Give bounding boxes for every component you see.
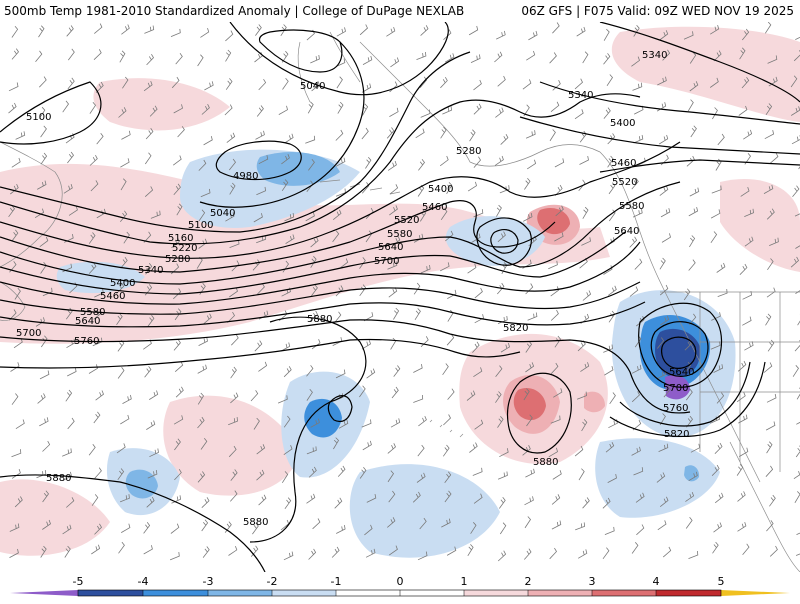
contour-label: 5340: [138, 265, 163, 276]
contour-label: 5880: [307, 314, 332, 325]
contour-label: 5580: [387, 229, 412, 240]
colorbar-tick: -3: [203, 575, 214, 588]
contour-label: 5280: [165, 254, 190, 265]
contour-label: 5820: [503, 323, 528, 334]
weather-map: 5100 5040 4980 5040 5100 5160 5220 5280 …: [0, 22, 800, 572]
contour-label: 5820: [664, 429, 689, 440]
contour-label: 5640: [75, 316, 100, 327]
contour-label: 5220: [172, 243, 197, 254]
contour-label: 5580: [619, 201, 644, 212]
colorbar-tick: 1: [461, 575, 468, 588]
contour-label: 5340: [642, 50, 667, 61]
contour-label: 5640: [614, 226, 639, 237]
colorbar-segment: [400, 590, 464, 596]
colorbar-ticks: -5 -4 -3 -2 -1 0 1 2 3 4 5: [73, 575, 725, 588]
contour-label: 5460: [611, 158, 636, 169]
contour-label: 5880: [533, 457, 558, 468]
contour-label: 5460: [422, 202, 447, 213]
contour-label: 4980: [233, 171, 258, 182]
colorbar-tick: 2: [525, 575, 532, 588]
map-title: 500mb Temp 1981-2010 Standardized Anomal…: [4, 4, 464, 18]
title-bar: 500mb Temp 1981-2010 Standardized Anomal…: [0, 0, 800, 22]
colorbar-tick: -1: [331, 575, 342, 588]
contour-label: 5400: [428, 184, 453, 195]
colorbar-segment: [592, 590, 656, 596]
contour-label: 5520: [394, 215, 419, 226]
contour-label: 5880: [243, 517, 268, 528]
contour-label: 5460: [100, 291, 125, 302]
colorbar-tick: 3: [589, 575, 596, 588]
colorbar-segment: [464, 590, 528, 596]
contour-label: 5880: [46, 473, 71, 484]
colorbar-tick: -4: [138, 575, 149, 588]
colorbar-legend: -5 -4 -3 -2 -1 0 1 2 3 4 5: [0, 572, 800, 600]
contour-label: 5400: [110, 278, 135, 289]
map-area: 5100 5040 4980 5040 5100 5160 5220 5280 …: [0, 22, 800, 572]
colorbar: -5 -4 -3 -2 -1 0 1 2 3 4 5: [0, 572, 800, 600]
colorbar-segment: [528, 590, 592, 596]
contour-label: 5100: [188, 220, 213, 231]
colorbar-segment: [656, 590, 721, 596]
colorbar-segment: [78, 590, 143, 596]
contour-label: 5700: [16, 328, 41, 339]
contour-label: 5520: [612, 177, 637, 188]
contour-label: 5700: [374, 256, 399, 267]
contour-label: 5280: [456, 146, 481, 157]
colorbar-tick: -5: [73, 575, 84, 588]
colorbar-tick: 0: [397, 575, 404, 588]
contour-label: 5760: [663, 403, 688, 414]
contour-label: 5040: [210, 208, 235, 219]
colorbar-arrow-right: [721, 590, 790, 596]
colorbar-tick: 5: [718, 575, 725, 588]
colorbar-segment: [143, 590, 208, 596]
contour-label: 5100: [26, 112, 51, 123]
contour-label: 5640: [378, 242, 403, 253]
colorbar-segments: [10, 590, 790, 596]
colorbar-segment: [272, 590, 336, 596]
contour-label: 5340: [568, 90, 593, 101]
contour-label: 5400: [610, 118, 635, 129]
contour-label: 5700: [663, 383, 688, 394]
colorbar-arrow-left: [10, 590, 78, 596]
colorbar-tick: -2: [267, 575, 278, 588]
colorbar-tick: 4: [653, 575, 660, 588]
colorbar-segment: [208, 590, 272, 596]
model-run-info: 06Z GFS | F075 Valid: 09Z WED NOV 19 202…: [521, 4, 794, 18]
contour-label: 5040: [300, 81, 325, 92]
contour-label: 5640: [669, 367, 694, 378]
contour-label: 5760: [74, 336, 99, 347]
colorbar-segment: [336, 590, 400, 596]
